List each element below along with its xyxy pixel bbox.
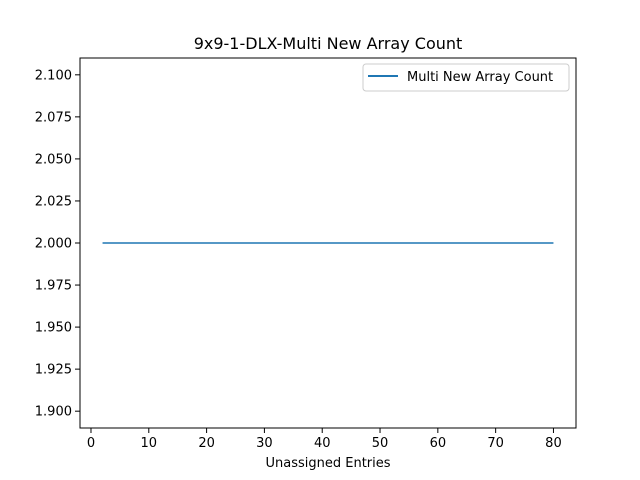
y-tick-label: 1.975 bbox=[35, 279, 72, 294]
x-tick-label: 10 bbox=[141, 436, 158, 451]
legend: Multi New Array Count bbox=[362, 63, 570, 92]
legend-box bbox=[362, 63, 570, 92]
x-tick-label: 0 bbox=[87, 436, 95, 451]
x-axis: 0 10 20 30 40 50 60 70 80 bbox=[87, 428, 562, 451]
y-tick-label: 2.100 bbox=[35, 68, 72, 83]
x-tick-label: 20 bbox=[198, 436, 215, 451]
x-tick-label: 70 bbox=[487, 436, 504, 451]
y-tick-label: 1.900 bbox=[35, 405, 72, 420]
x-tick-label: 80 bbox=[545, 436, 562, 451]
y-tick-label: 2.000 bbox=[35, 237, 72, 252]
y-tick-label: 2.075 bbox=[35, 110, 72, 125]
x-tick-label: 40 bbox=[314, 436, 331, 451]
y-tick-label: 1.925 bbox=[35, 363, 72, 378]
y-tick-label: 2.050 bbox=[35, 152, 72, 167]
x-axis-label: Unassigned Entries bbox=[265, 456, 390, 471]
x-tick-label: 60 bbox=[430, 436, 447, 451]
x-tick-label: 50 bbox=[372, 436, 389, 451]
legend-label-multi-new-array-count: Multi New Array Count bbox=[407, 70, 553, 85]
y-tick-label: 2.025 bbox=[35, 194, 72, 209]
chart-title: 9x9-1-DLX-Multi New Array Count bbox=[194, 34, 463, 53]
y-axis: 1.900 1.925 1.950 1.975 2.000 2.025 2.050 2.075… bbox=[35, 68, 80, 420]
y-tick-label: 1.950 bbox=[35, 321, 72, 336]
x-tick-label: 30 bbox=[256, 436, 273, 451]
